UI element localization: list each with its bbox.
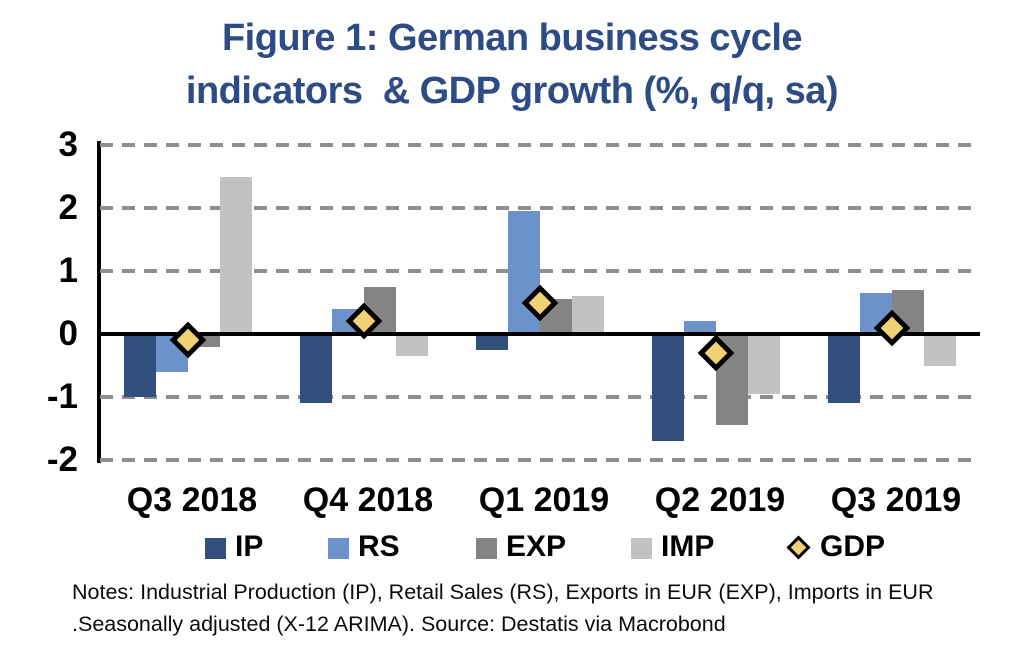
y-tick-label-3: 3 [58,125,78,164]
x-axis-category-labels: Q3 2018 Q4 2018 Q1 2019 Q2 2019 Q3 2019 [104,480,984,522]
bar-ip-q3-2019 [828,334,860,404]
bar-imp-q3-2018 [220,176,252,334]
legend-item-ip: IP [205,527,263,567]
bar-ip-q4-2018 [300,334,332,404]
bar-ip-q3-2018 [124,334,156,397]
legend-label-gdp: GDP [820,530,886,563]
exp-legend-swatch-icon [476,537,497,559]
y-tick-label--1: -1 [46,377,78,416]
x-label-q1-2019: Q1 2019 [478,481,610,519]
gridline-y-2 [100,458,980,462]
bar-imp-q2-2019 [748,334,780,394]
bar-imp-q4-2018 [396,334,428,357]
figure-title: Figure 1: German business cycle indicato… [0,12,1024,118]
notes-line1: Notes: Industrial Production (IP), Retai… [72,580,934,604]
gridline-y1 [100,269,980,273]
gridline-y2 [100,206,980,210]
ip-legend-swatch-icon [205,537,226,559]
y-axis-tick-labels: 3 2 1 0 -1 -2 [6,125,78,479]
figure-title-line1: Figure 1: German business cycle [221,17,803,59]
y-tick-label-0: 0 [58,314,78,353]
bar-imp-q3-2019 [924,334,956,366]
bar-imp-q1-2019 [572,296,604,334]
x-label-q3-2019: Q3 2019 [830,481,962,519]
gridline-y-1 [100,395,980,399]
legend-label-exp: EXP [506,530,567,563]
legend-label-imp: IMP [661,530,715,563]
notes: Notes: Industrial Production (IP), Retai… [72,577,972,640]
legend-label-rs: RS [358,530,400,563]
y-tick-label-1: 1 [58,251,78,290]
y-tick-label--2: -2 [46,440,78,479]
bar-ip-q2-2019 [652,334,684,442]
x-label-q4-2018: Q4 2018 [302,481,434,519]
rs-legend-swatch-icon [328,537,349,559]
figure-title-line2: indicators & GDP growth (%, q/q, sa) [185,70,839,112]
x-label-q2-2019: Q2 2019 [654,481,786,519]
x-label-q3-2018: Q3 2018 [126,481,258,519]
gridline-y3 [100,143,980,147]
zero-axis-line [100,332,980,336]
y-tick-label-2: 2 [58,188,78,227]
bar-ip-q1-2019 [476,334,508,350]
y-axis-line [97,141,101,463]
legend-label-ip: IP [235,530,264,563]
plot-area [100,143,980,462]
notes-line2: .Seasonally adjusted (X-12 ARIMA). Sourc… [72,611,726,636]
legend-item-imp: IMP [631,527,714,567]
legend-item-rs: RS [328,527,400,567]
legend-item-gdp: GDP [786,527,885,567]
imp-legend-swatch-icon [631,537,652,559]
gdp-diamond-legend-icon [786,534,811,560]
bar-rs-q2-2019 [684,321,716,334]
legend-item-exp: EXP [476,527,566,567]
legend: IP RS EXP IMP GDP [0,527,1024,569]
